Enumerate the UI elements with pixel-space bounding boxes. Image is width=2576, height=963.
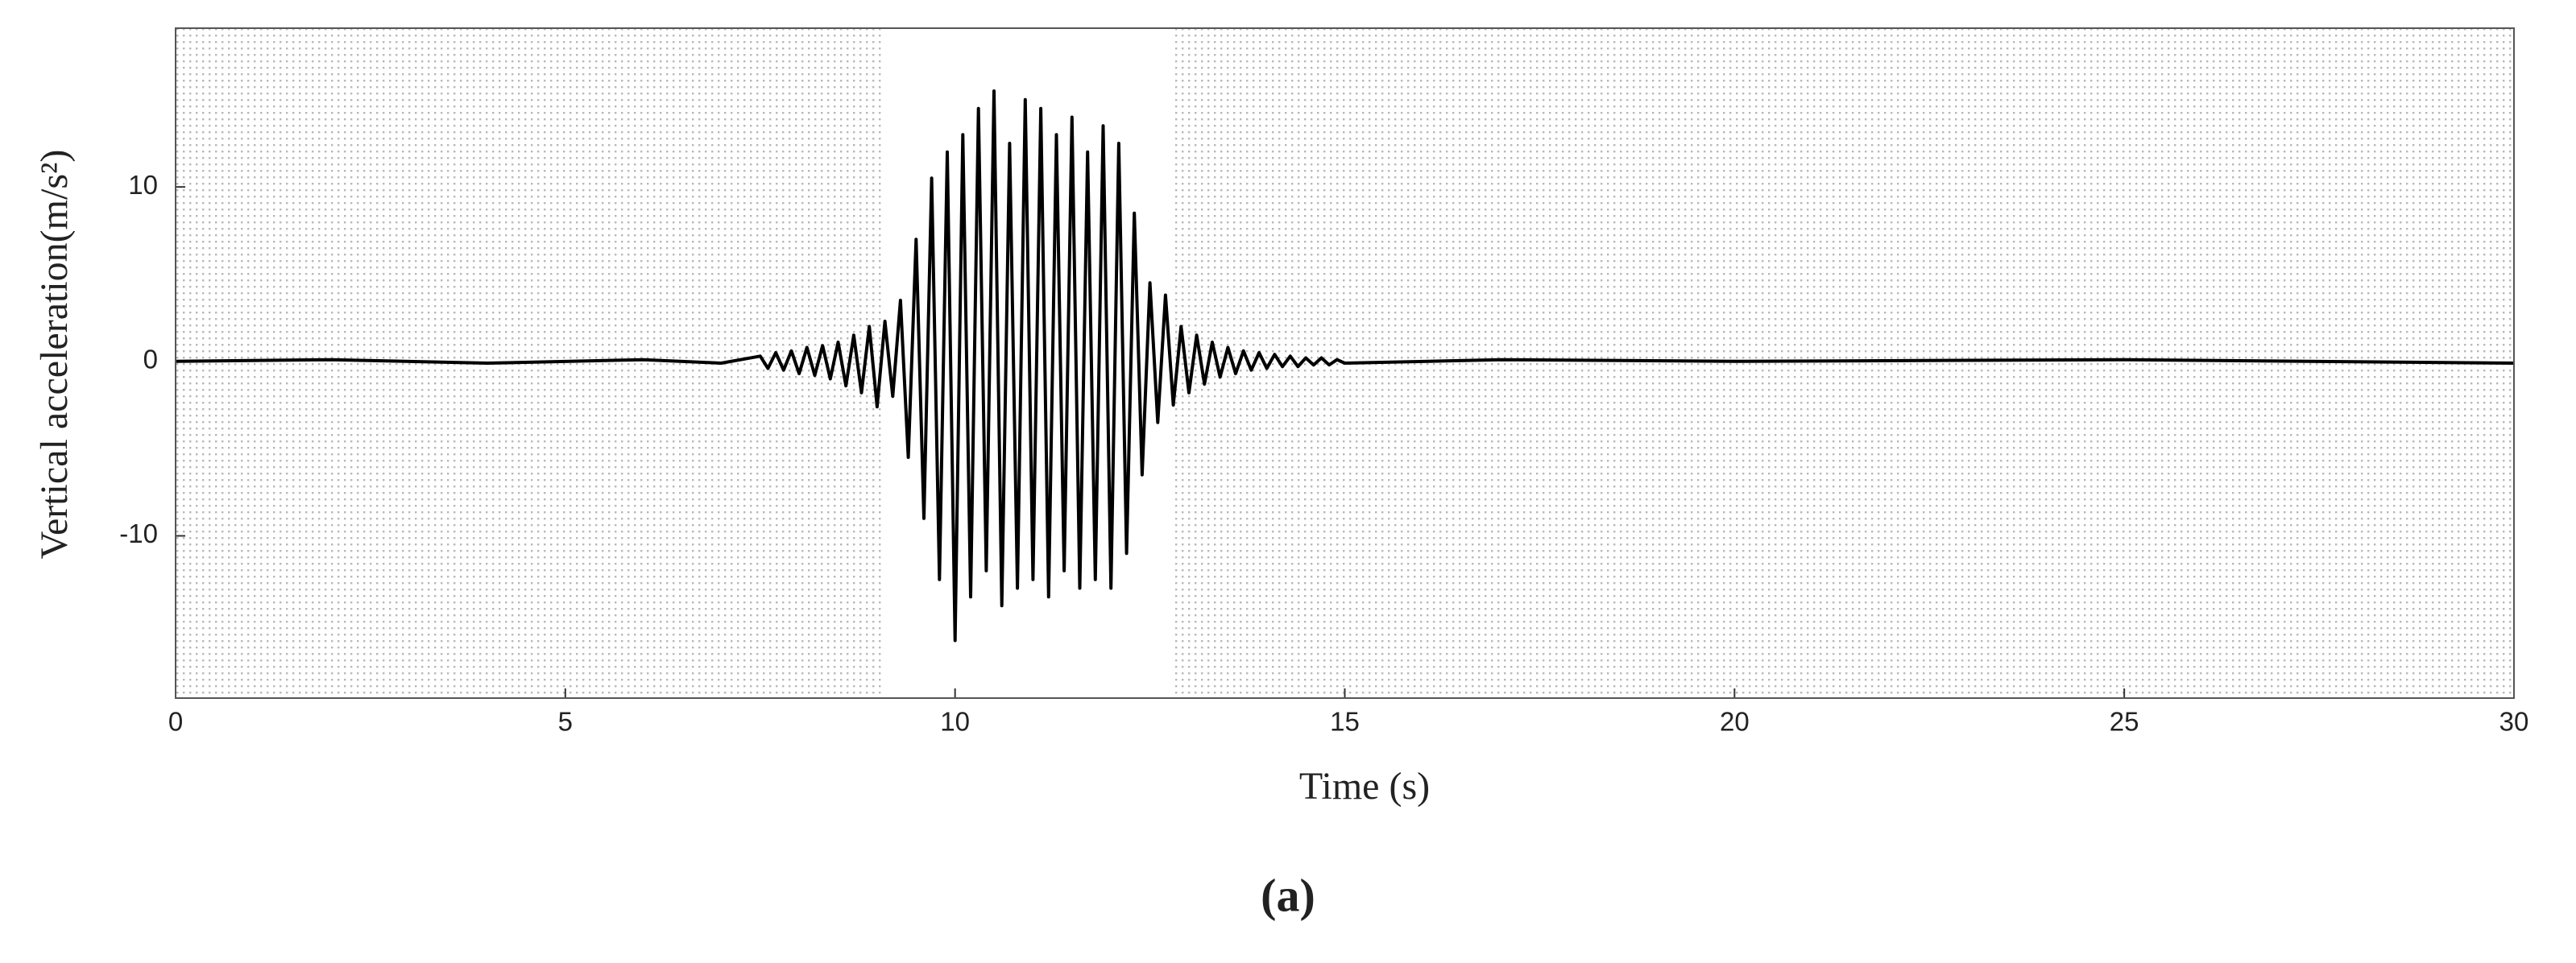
x-tick-label: 20 (1720, 707, 1750, 737)
x-tick-label: 30 (2499, 707, 2529, 737)
signal-line (175, 89, 2515, 643)
x-tick-label: 15 (1330, 707, 1360, 737)
x-tick-label: 5 (558, 707, 573, 737)
y-tick-label: 10 (128, 170, 158, 200)
x-tick-label: 25 (2110, 707, 2139, 737)
plot-frame (175, 27, 2515, 699)
x-tick-label: 10 (940, 707, 970, 737)
y-tick-label: 0 (143, 345, 158, 374)
caption: (a) (1261, 869, 1315, 921)
y-axis-title: Vertical acceleration(m/s²) (33, 150, 76, 560)
y-tick-label: -10 (119, 519, 158, 548)
x-tick-label: 0 (168, 707, 183, 737)
x-axis-title: Time (s) (1299, 765, 1430, 808)
